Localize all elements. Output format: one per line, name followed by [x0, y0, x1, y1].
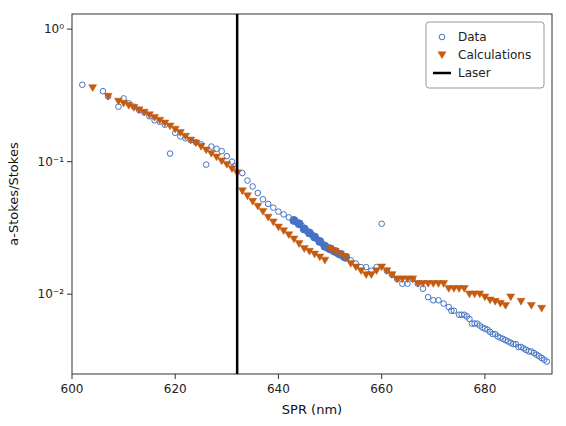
legend: Data Calculations Laser: [426, 22, 544, 88]
legend-label: Laser: [458, 66, 491, 80]
y-tick: [67, 29, 72, 30]
x-tick: [72, 374, 73, 379]
point: [250, 184, 256, 190]
series: [237, 14, 238, 374]
point: [544, 359, 550, 365]
legend-label: Data: [458, 30, 487, 44]
plot-frame: [72, 14, 552, 374]
point: [507, 294, 515, 301]
point: [342, 254, 350, 261]
point: [89, 85, 97, 92]
point: [436, 297, 442, 303]
x-tick-label: 680: [473, 382, 496, 396]
point: [538, 305, 546, 312]
point: [265, 201, 271, 207]
point: [203, 162, 209, 168]
legend-symbol: [438, 52, 446, 59]
point: [517, 298, 525, 305]
legend-symbol: [433, 72, 451, 75]
point: [219, 148, 225, 154]
x-tick: [484, 374, 485, 379]
point: [276, 209, 282, 215]
x-tick-label: 640: [267, 382, 290, 396]
y-tick: [67, 294, 72, 295]
point: [441, 301, 447, 307]
point: [260, 196, 266, 202]
x-tick-label: 620: [164, 382, 187, 396]
axes: 600 620 640 660 680 10⁻² 10⁻¹ 10⁰: [38, 14, 552, 396]
point: [342, 253, 350, 261]
x-tick-label: 600: [61, 382, 84, 396]
point: [270, 205, 276, 211]
legend-box: [426, 22, 544, 88]
point: [321, 257, 329, 264]
point: [527, 302, 535, 309]
series: [290, 216, 350, 261]
y-tick-label: 10⁻²: [38, 287, 65, 301]
point: [281, 212, 287, 218]
legend-label: Calculations: [458, 48, 531, 62]
x-tick: [278, 374, 279, 379]
series: [89, 85, 546, 312]
y-tick-label: 10⁻¹: [38, 155, 65, 169]
x-tick: [381, 374, 382, 379]
point: [367, 272, 375, 279]
y-tick: [67, 161, 72, 162]
point: [379, 221, 385, 227]
point: [451, 308, 457, 314]
chart: 600 620 640 660 680 10⁻² 10⁻¹ 10⁰ SPR (nm) a-Stok…: [0, 0, 566, 426]
y-tick-label: 10⁰: [44, 22, 64, 36]
point: [425, 294, 431, 300]
vertical-line: [236, 14, 239, 374]
plot-area: [80, 14, 550, 374]
point: [255, 190, 261, 196]
point: [502, 302, 510, 309]
point: [167, 151, 173, 157]
x-tick-label: 660: [370, 382, 393, 396]
point: [80, 82, 86, 88]
point: [373, 268, 381, 275]
x-tick: [175, 374, 176, 379]
legend-symbol: [439, 34, 445, 40]
point: [104, 93, 112, 100]
y-axis-label: a-Stokes/Stokes: [6, 142, 21, 246]
series: [80, 82, 550, 364]
x-axis-label: SPR (nm): [282, 402, 342, 417]
point: [245, 178, 251, 184]
